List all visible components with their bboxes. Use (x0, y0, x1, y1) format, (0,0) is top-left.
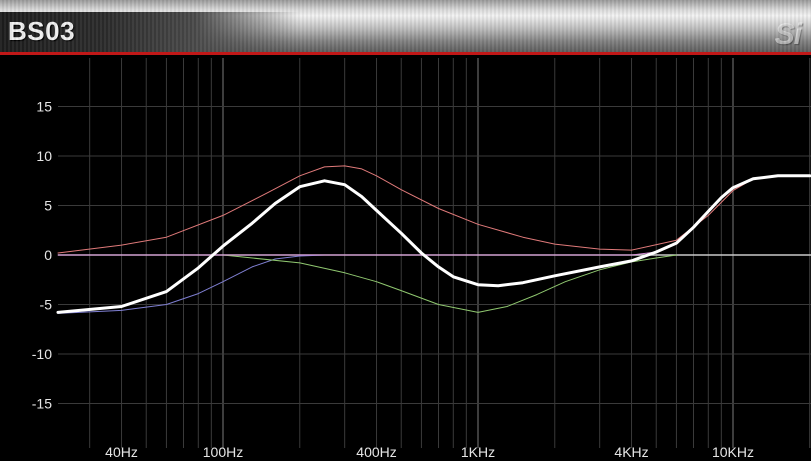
title-tab (0, 12, 300, 52)
eq-chart-svg: 15 10 5 0 -5 -10 -15 40Hz 100Hz 400Hz 1KHz 4KHz 10KH… (0, 58, 811, 461)
y-tick-label: 10 (36, 148, 52, 164)
combined-response-curve (56, 174, 811, 314)
y-tick-label: 5 (44, 198, 52, 214)
eq-response-graph: 15 10 5 0 -5 -10 -15 40Hz 100Hz 400Hz 1KHz 4KHz 10KH… (0, 58, 811, 461)
y-tick-label: -15 (32, 396, 52, 412)
x-tick-label: 10KHz (712, 444, 754, 460)
x-tick-label: 40Hz (105, 444, 138, 460)
y-tick-label: -10 (32, 346, 52, 362)
x-tick-label: 4KHz (614, 444, 648, 460)
band-response-curve (57, 254, 325, 314)
band-response-curve (57, 165, 811, 254)
title-bar: BS03 Si (0, 0, 811, 55)
x-tick-label: 100Hz (203, 444, 243, 460)
y-tick-label: -5 (40, 297, 53, 313)
x-tick-label: 400Hz (356, 444, 396, 460)
window-title: BS03 (8, 16, 76, 46)
y-tick-label: 0 (44, 247, 52, 263)
plot-background (0, 58, 811, 461)
brand-logo: Si (774, 18, 802, 51)
y-tick-label: 15 (36, 99, 52, 115)
x-tick-label: 1KHz (461, 444, 495, 460)
